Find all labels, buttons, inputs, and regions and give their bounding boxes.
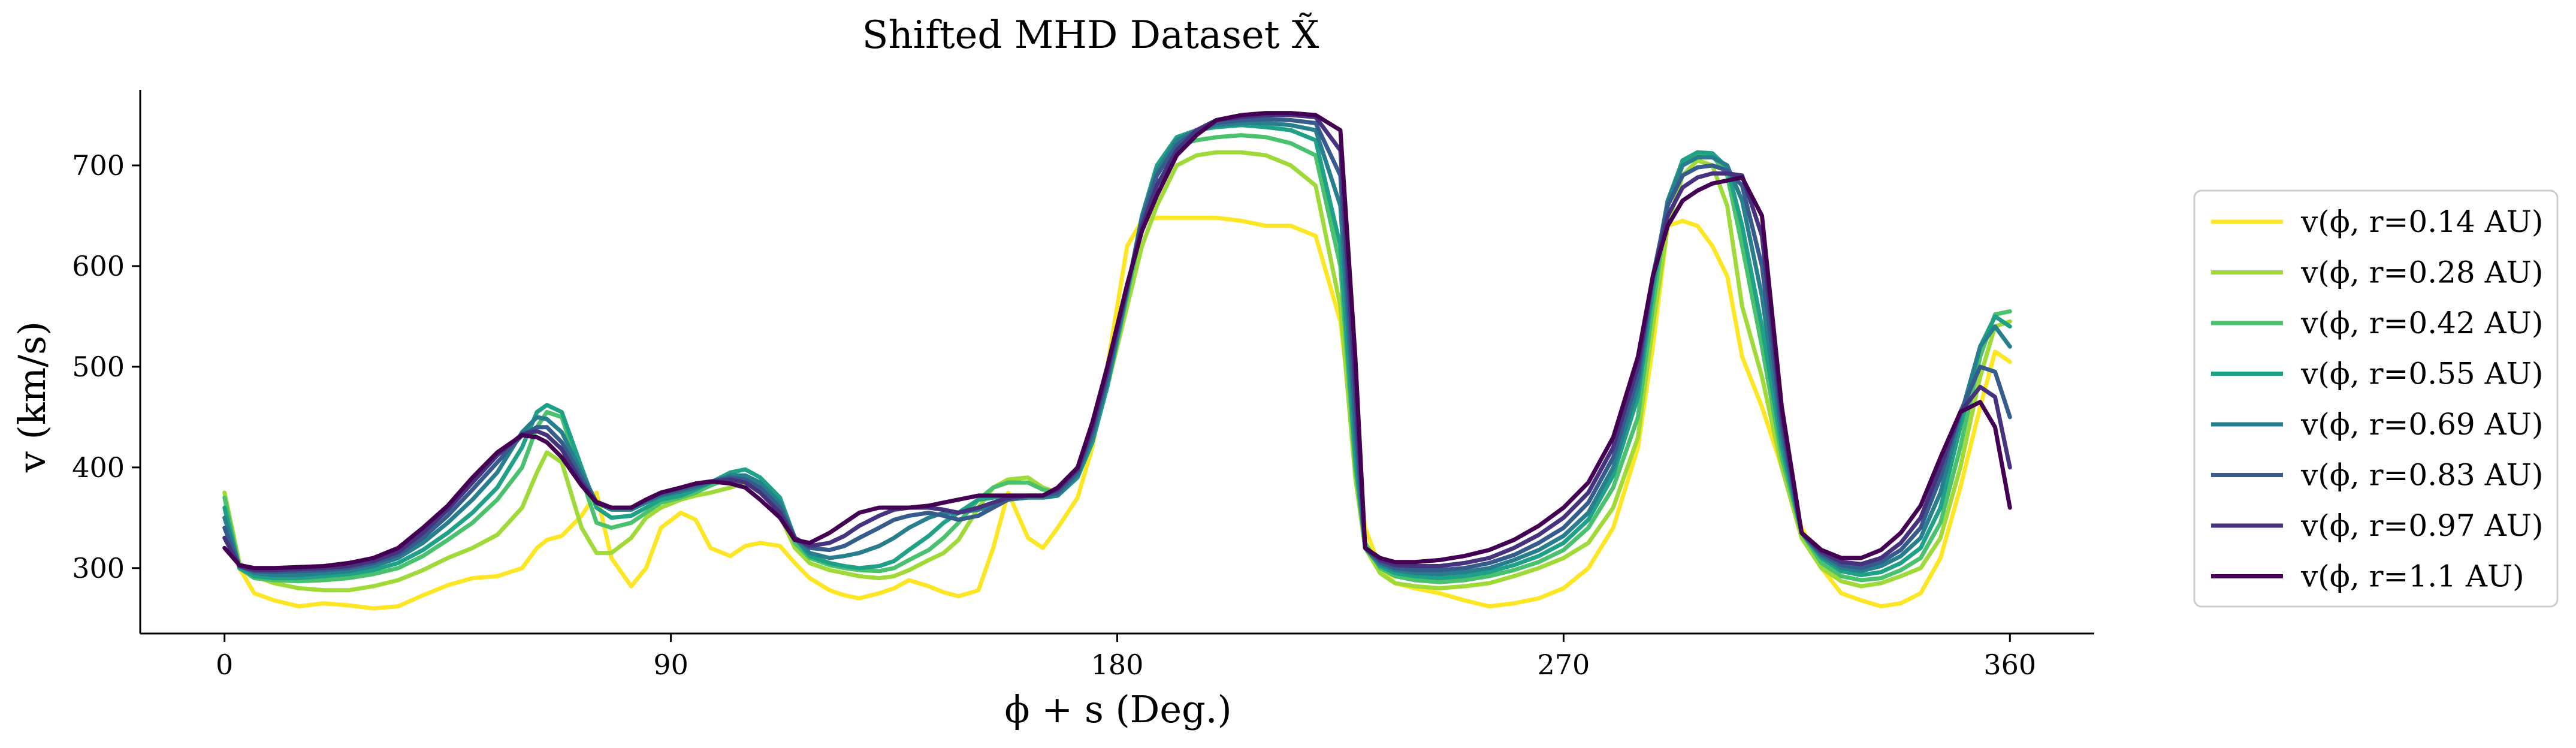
plot-area: [222, 111, 2012, 611]
y-tick-label: 500: [72, 351, 125, 383]
chart-title: Shifted MHD Dataset X̃: [862, 13, 1319, 58]
y-tick-label: 300: [72, 552, 125, 584]
x-tick-label: 90: [653, 649, 688, 681]
axes: [139, 90, 2094, 635]
legend-label: v(ϕ, r=0.97 AU): [2300, 508, 2543, 543]
legend-label: v(ϕ, r=0.14 AU): [2300, 204, 2543, 239]
x-axis-label: ϕ + s (Deg.): [1004, 687, 1231, 731]
x-tick-label: 180: [1091, 649, 1144, 681]
series-line-1: [222, 215, 2012, 611]
legend-box: [2193, 189, 2559, 608]
ticks: 0 90 180 270 360 300 400 500 600 700: [72, 149, 2036, 681]
legend-label: v(ϕ, r=1.1 AU): [2300, 559, 2524, 594]
x-tick-label: 0: [216, 649, 233, 681]
series-line-8: [222, 111, 2012, 571]
legend-label: v(ϕ, r=0.42 AU): [2300, 306, 2543, 340]
legend: v(ϕ, r=0.14 AU) v(ϕ, r=0.28 AU) v(ϕ, r=0.4…: [2193, 189, 2559, 608]
y-tick-label: 700: [72, 149, 125, 182]
y-axis-label: v (km/s): [10, 321, 54, 473]
y-tick-label: 400: [72, 451, 125, 484]
x-tick-label: 360: [1983, 649, 2036, 681]
y-tick-label: 600: [72, 250, 125, 282]
legend-label: v(ϕ, r=0.69 AU): [2300, 407, 2543, 442]
legend-label: v(ϕ, r=0.55 AU): [2300, 357, 2543, 391]
legend-label: v(ϕ, r=0.28 AU): [2300, 255, 2543, 290]
x-tick-label: 270: [1537, 649, 1590, 681]
legend-label: v(ϕ, r=0.83 AU): [2300, 458, 2543, 493]
